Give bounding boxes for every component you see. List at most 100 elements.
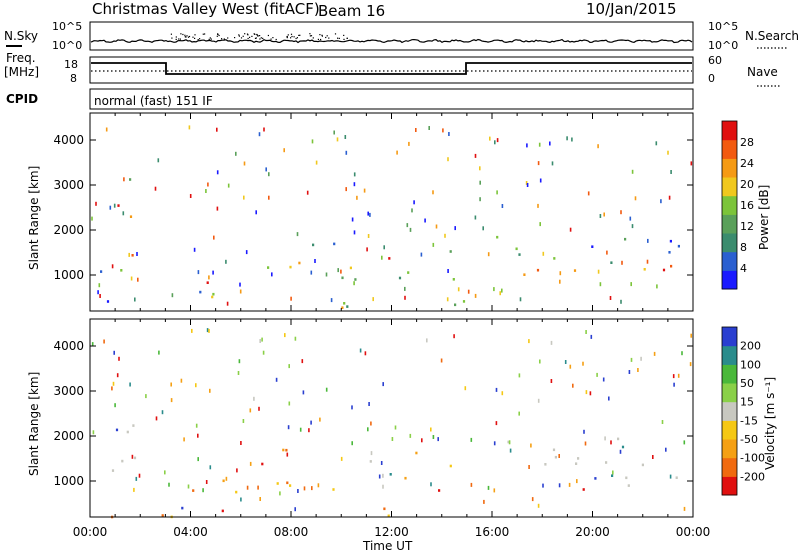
heatmap-cell (202, 488, 204, 493)
heatmap-cell (559, 271, 562, 276)
heatmap-cell (340, 456, 343, 461)
heatmap-cell (518, 373, 521, 378)
heatmap-cell (380, 461, 383, 465)
nsky-spike (310, 35, 313, 37)
heatmap-cell (447, 157, 449, 162)
heatmap-cell (470, 437, 473, 442)
heatmap-cell (411, 208, 413, 213)
heatmap-cell (209, 388, 211, 393)
heatmap-cell (259, 497, 261, 501)
heatmap-cell (660, 199, 662, 204)
nsky-spike (293, 36, 295, 38)
heatmap-cell (285, 448, 288, 452)
heatmap-cell (526, 183, 529, 187)
heatmap-cell (544, 463, 547, 466)
beam-label: Beam 16 (318, 2, 385, 20)
heatmap-cell (95, 201, 97, 206)
power-colorbar-label: Power [dB] (757, 185, 771, 250)
y-tick-label: 2000 (53, 429, 84, 443)
nsky-spike (295, 37, 297, 40)
heatmap-cell (340, 269, 342, 274)
heatmap-cell (673, 382, 675, 387)
nsky-spike (255, 37, 257, 39)
heatmap-cell (195, 423, 198, 428)
heatmap-cell (569, 227, 572, 232)
nsky-spike (275, 38, 277, 41)
heatmap-cell (91, 216, 93, 221)
heatmap-cell (134, 297, 136, 302)
heatmap-cell (286, 481, 289, 485)
nsky-spike (247, 37, 249, 40)
heatmap-cell (610, 261, 613, 264)
heatmap-cell (366, 247, 368, 252)
heatmap-cell (470, 482, 473, 487)
heatmap-cell (424, 218, 426, 223)
heatmap-cell (205, 480, 208, 484)
heatmap-cell (518, 253, 521, 256)
colorbar-segment (722, 439, 737, 459)
heatmap-cell (409, 433, 412, 438)
heatmap-cell (161, 514, 164, 517)
heatmap-cell (354, 278, 357, 281)
heatmap-cell (363, 188, 366, 193)
heatmap-cell (353, 281, 355, 286)
heatmap-cell (131, 254, 134, 257)
heatmap-cell (370, 451, 373, 456)
freq-panel: Freq. [MHz] 18 8 60 0 Nave (4, 51, 780, 87)
nsky-spike (291, 35, 293, 38)
heatmap-cell (440, 358, 443, 363)
heatmap-cell (552, 448, 556, 452)
heatmap-cell (181, 506, 184, 510)
heatmap-cell (261, 462, 264, 466)
heatmap-cell (383, 245, 385, 250)
heatmap-cell (192, 489, 195, 492)
colorbar-segment (722, 214, 737, 234)
heatmap-cell (509, 448, 512, 453)
heatmap-cell (683, 440, 686, 445)
heatmap-cell (452, 278, 455, 281)
heatmap-cell (507, 440, 510, 444)
heatmap-cell (675, 476, 678, 479)
heatmap-cell (487, 485, 490, 490)
nsky-spike (262, 37, 264, 39)
nsky-spikes (170, 33, 348, 41)
heatmap-cell (211, 295, 214, 299)
heatmap-cell (550, 379, 553, 383)
power-colorbar: 4 8 12 16 20 24 28 (721, 120, 754, 290)
y-tick-label: 1000 (53, 268, 84, 282)
heatmap-cell (259, 339, 261, 343)
heatmap-cell (584, 441, 587, 446)
nsky-tick-top: 10^5 (52, 20, 82, 33)
nsky-spike (337, 37, 339, 39)
heatmap-cell (257, 485, 259, 490)
heatmap-cell (655, 141, 658, 146)
heatmap-cell (209, 465, 212, 470)
nsky-spike (298, 34, 300, 36)
heatmap-cell (575, 462, 578, 465)
heatmap-cell (116, 373, 119, 378)
nsky-spike (309, 33, 311, 35)
heatmap-cell (523, 273, 526, 276)
heatmap-cell (132, 424, 135, 427)
heatmap-cell (493, 287, 495, 292)
heatmap-cell (602, 377, 605, 382)
nsky-spike (238, 34, 240, 36)
heatmap-cell (288, 364, 290, 369)
heatmap-cell (382, 473, 384, 478)
y-tick-label: 3000 (53, 178, 84, 192)
heatmap-cell (275, 377, 278, 382)
velocity-colorbar-label: Velocity [m s⁻¹] (763, 377, 777, 470)
heatmap-cell (105, 127, 108, 132)
heatmap-cell (457, 287, 460, 292)
heatmap-cell (404, 295, 406, 300)
heatmap-cell (605, 461, 608, 464)
velocity-y-ticks: 1000 2000 3000 4000 (53, 339, 693, 488)
nsky-spike (180, 33, 182, 35)
heatmap-cell (382, 382, 384, 387)
heatmap-cell (604, 436, 606, 441)
x-tick-label: 16:00 (475, 525, 510, 539)
colorbar-segment (722, 476, 737, 496)
heatmap-cell (537, 503, 540, 508)
heatmap-cell (249, 461, 252, 466)
heatmap-cell (382, 484, 384, 489)
